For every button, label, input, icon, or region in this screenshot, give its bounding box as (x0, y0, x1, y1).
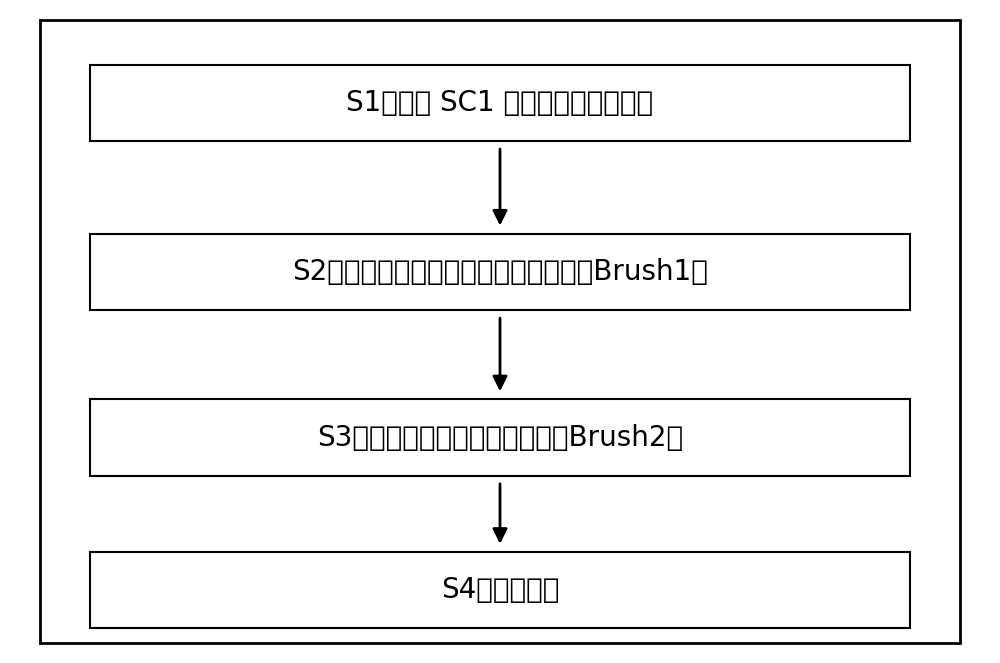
Text: S4：干燥晶圆: S4：干燥晶圆 (441, 576, 559, 604)
Text: S2：采用氢氟酸溶液进行第一道刷洗（Brush1）: S2：采用氢氟酸溶液进行第一道刷洗（Brush1） (292, 258, 708, 286)
Bar (90, 65, 910, 141)
Bar (90, 552, 910, 629)
Bar (90, 234, 910, 310)
Text: S3：采用氨水进行第二道刷洗（Brush2）: S3：采用氨水进行第二道刷洗（Brush2） (317, 424, 683, 452)
Bar (90, 399, 910, 476)
Text: S1：采用 SC1 溶液进行颗粒物清洗: S1：采用 SC1 溶液进行颗粒物清洗 (346, 89, 654, 117)
